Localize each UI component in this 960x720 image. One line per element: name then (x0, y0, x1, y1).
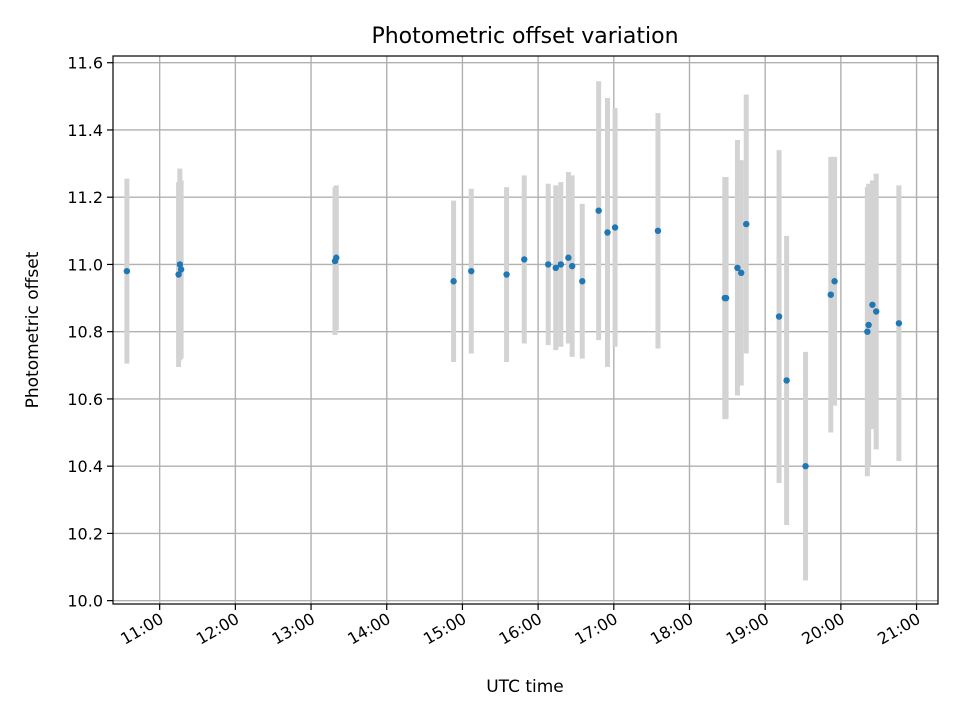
x-tick-label: 21:00 (874, 609, 923, 649)
x-tick-label: 14:00 (344, 609, 393, 649)
data-point (611, 224, 619, 231)
y-tick-label: 11.4 (67, 121, 103, 140)
y-tick-label: 11.6 (67, 54, 103, 73)
data-point (521, 256, 528, 263)
data-point (333, 254, 340, 261)
data-points (123, 207, 903, 470)
data-point (177, 266, 185, 273)
x-tick-label: 15:00 (420, 609, 469, 649)
y-tick-label: 11.0 (67, 255, 103, 274)
y-tick-label: 11.2 (67, 188, 103, 207)
y-tick-label: 10.2 (67, 524, 103, 543)
data-point (738, 269, 745, 277)
x-tick-label: 13:00 (269, 609, 318, 649)
data-point (565, 254, 572, 261)
x-tick-label: 19:00 (723, 609, 772, 649)
y-axis-label: Photometric offset (23, 251, 43, 408)
x-tick-label: 11:00 (117, 609, 166, 649)
error-bars (124, 81, 902, 581)
data-point (734, 264, 741, 272)
data-point (654, 227, 662, 235)
chart-title: Photometric offset variation (371, 24, 678, 49)
x-tick-label: 16:00 (496, 609, 545, 649)
data-point (783, 377, 790, 384)
data-point (450, 278, 457, 285)
data-point (802, 462, 809, 470)
data-point (827, 291, 834, 298)
data-point (175, 271, 182, 278)
data-point (557, 261, 565, 268)
data-point (743, 220, 750, 228)
data-point (864, 328, 871, 335)
x-axis-label: UTC time (486, 677, 564, 697)
x-tick-label: 18:00 (647, 609, 696, 649)
y-tick-label: 10.8 (67, 323, 103, 342)
data-point (468, 267, 475, 275)
y-tick-label: 10.4 (67, 457, 103, 476)
data-point (568, 262, 576, 270)
data-point (595, 207, 602, 214)
x-tick-label: 12:00 (193, 609, 242, 649)
data-point (831, 278, 838, 285)
data-point (545, 261, 552, 268)
data-point (869, 301, 876, 308)
plot-frame (112, 55, 939, 605)
data-point (604, 229, 611, 236)
data-point (503, 271, 510, 278)
data-point (722, 294, 730, 302)
data-point (865, 321, 872, 329)
y-tick-label: 10.6 (67, 390, 103, 409)
data-point (895, 320, 903, 327)
data-point (176, 261, 184, 268)
data-point (579, 278, 586, 285)
x-tick-label: 17:00 (571, 609, 620, 649)
data-point (775, 313, 783, 320)
axis-ticks: 11:00 12:00 13:00 14:00 15:00 16:00 17:00 18:00… (67, 54, 923, 649)
data-point (552, 264, 559, 272)
data-point (872, 308, 880, 315)
data-point (123, 267, 131, 275)
y-tick-label: 10.0 (67, 592, 103, 611)
x-tick-label: 20:00 (798, 609, 847, 649)
